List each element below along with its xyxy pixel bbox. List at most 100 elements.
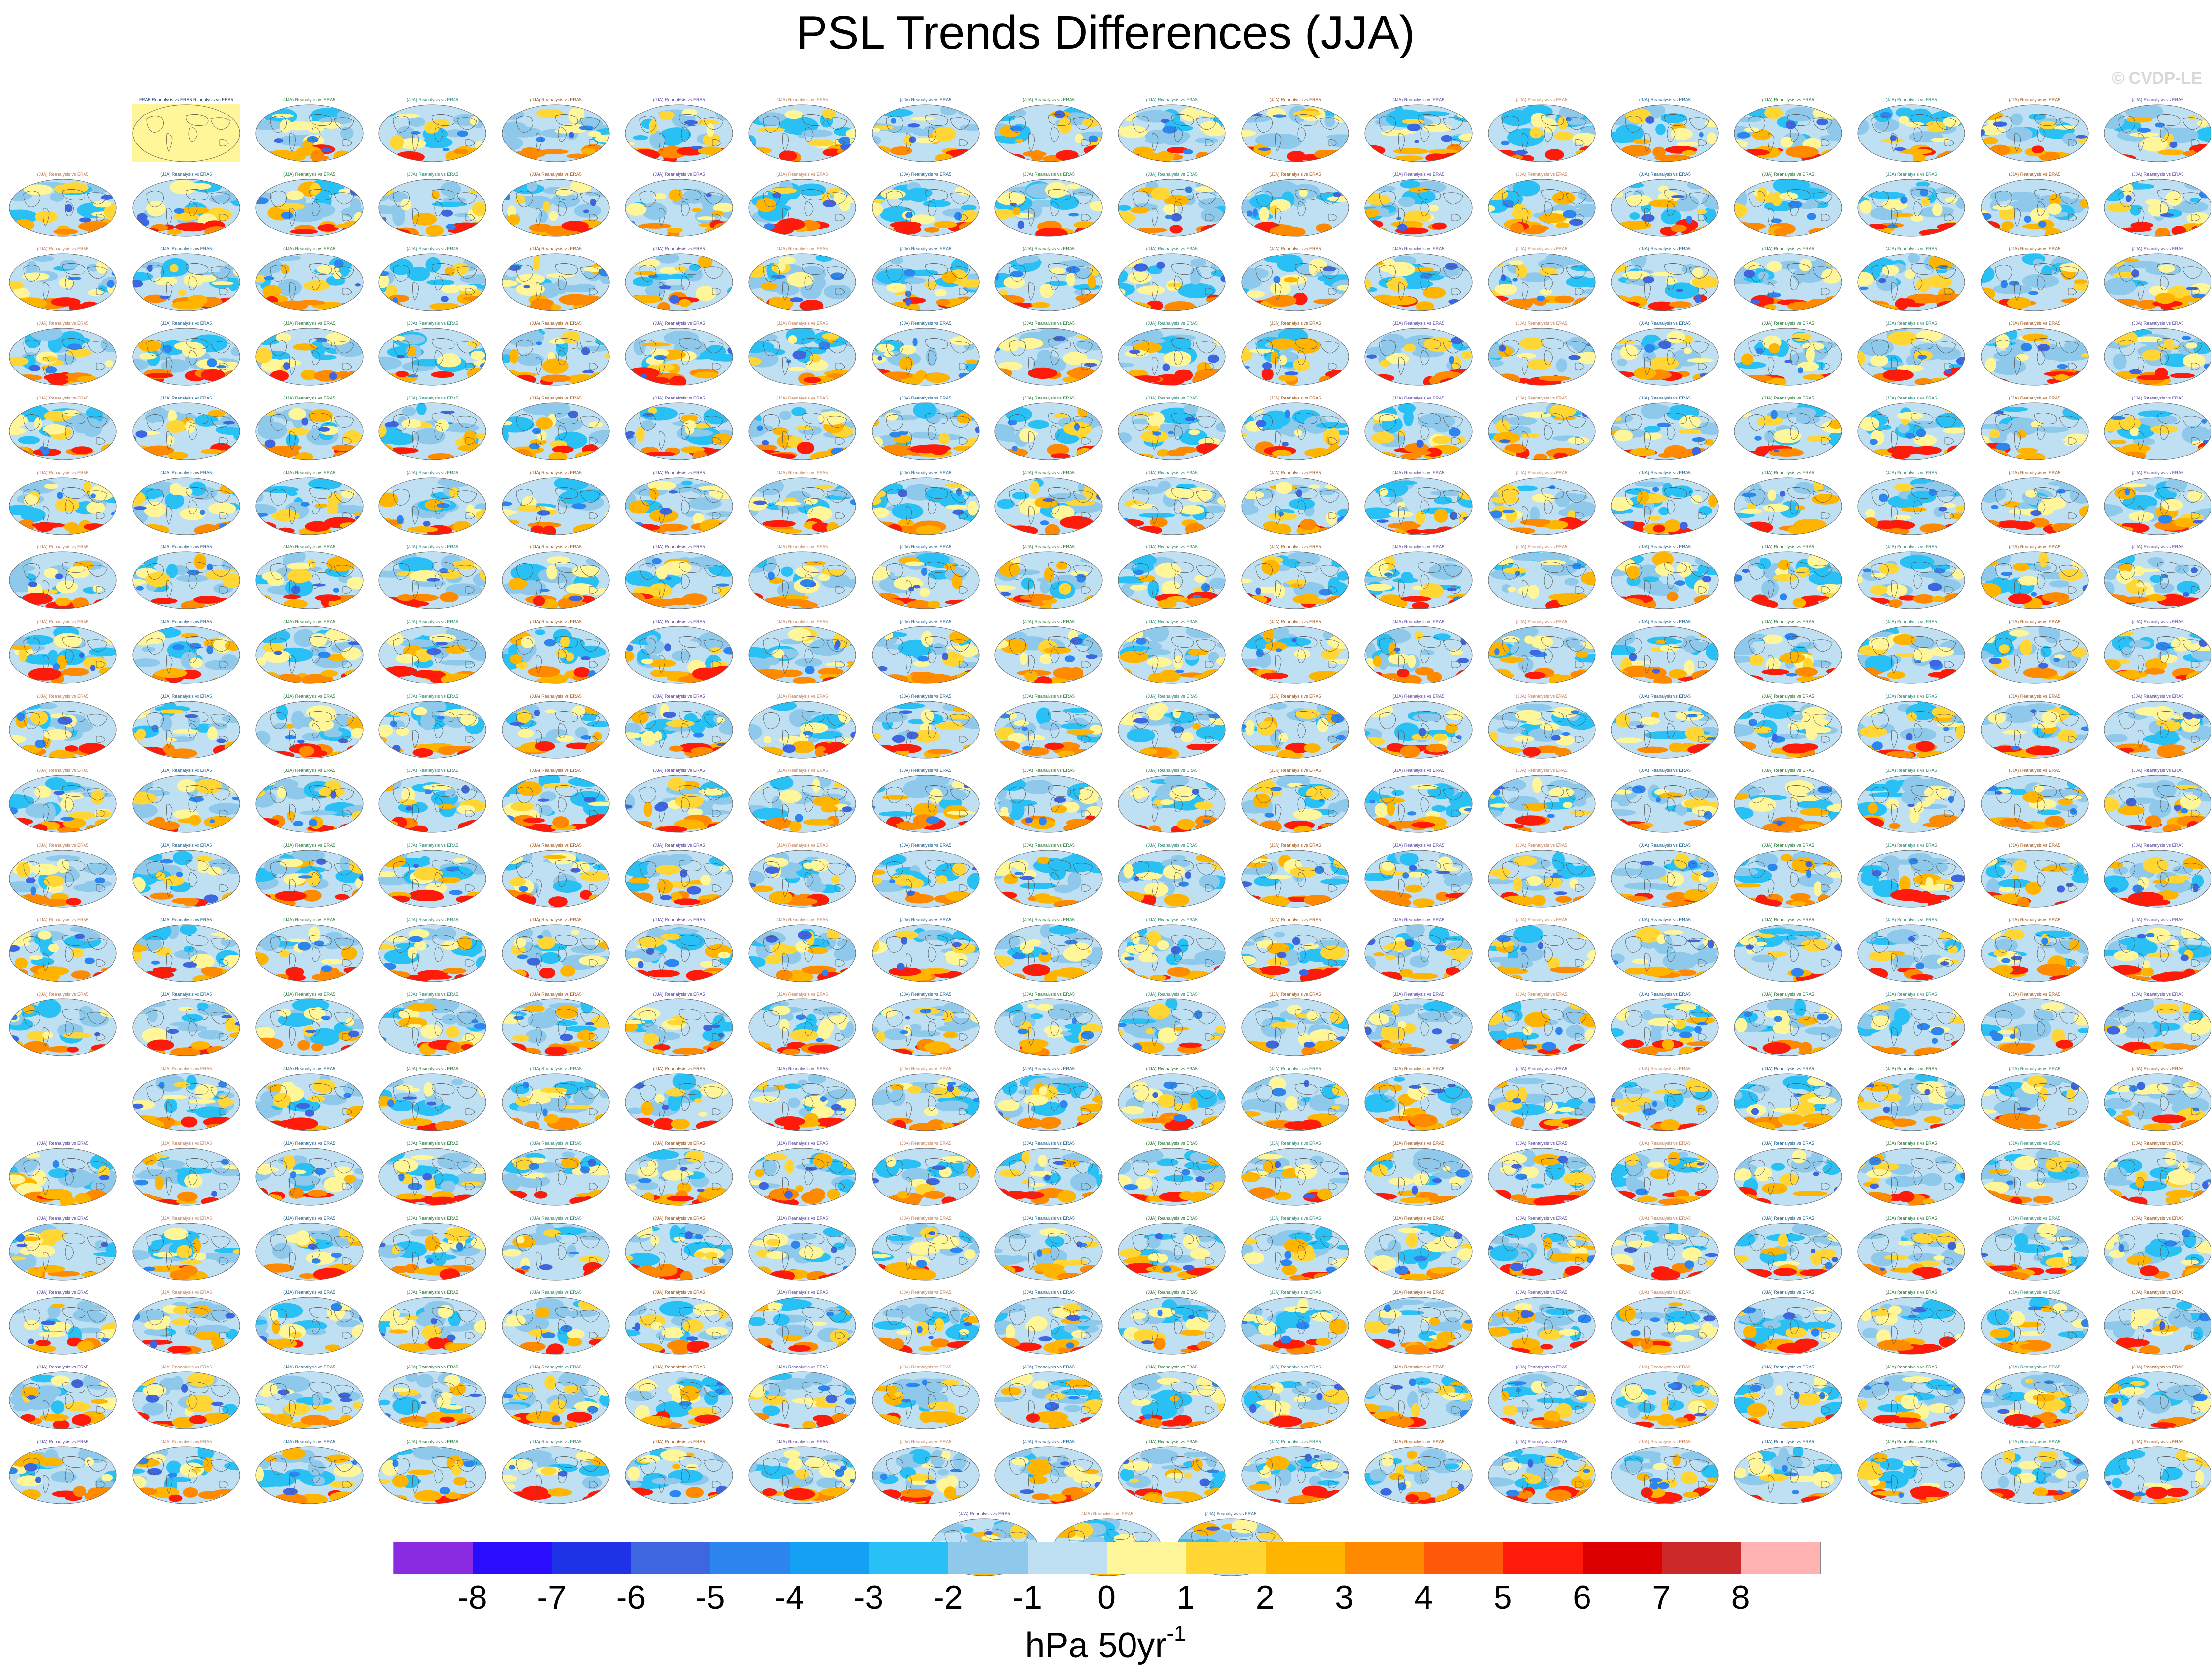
map-panel: (JJA) Reanalysis vs ERA5 bbox=[625, 992, 733, 1056]
map-panel: (JJA) Reanalysis vs ERA5 bbox=[1364, 768, 1473, 833]
world-map-trend-difference bbox=[1734, 179, 1842, 237]
map-panel: (JJA) Reanalysis vs ERA5 bbox=[1857, 1141, 1965, 1206]
map-panel-caption: (JJA) Reanalysis vs ERA5 bbox=[2009, 1215, 2061, 1221]
world-map-trend-difference bbox=[1118, 1297, 1226, 1355]
world-map-trend-difference bbox=[994, 775, 1103, 833]
map-panel-caption: (JJA) Reanalysis vs ERA5 bbox=[160, 321, 212, 326]
map-panel: (JJA) Reanalysis vs ERA5 bbox=[255, 1141, 364, 1206]
map-panel-caption: (JJA) Reanalysis vs ERA5 bbox=[1762, 470, 1814, 475]
world-map-trend-difference bbox=[1241, 1446, 1349, 1504]
world-map-trend-difference bbox=[1981, 924, 2089, 982]
world-map-trend-difference bbox=[748, 1223, 856, 1280]
world-map-trend-difference bbox=[1734, 477, 1842, 535]
map-panel: (JJA) Reanalysis vs ERA5 bbox=[378, 1290, 486, 1355]
map-panel: (JJA) Reanalysis vs ERA5 bbox=[1611, 768, 1719, 833]
world-map-trend-difference bbox=[994, 1446, 1103, 1504]
map-panel: (JJA) Reanalysis vs ERA5 bbox=[502, 1216, 610, 1281]
map-panel: (JJA) Reanalysis vs ERA5 bbox=[625, 1439, 733, 1504]
map-panel: (JJA) Reanalysis vs ERA5 bbox=[255, 619, 364, 684]
map-panel: (JJA) Reanalysis vs ERA5 bbox=[1118, 1216, 1226, 1281]
world-map-trend-difference bbox=[9, 477, 117, 535]
world-map-trend-difference bbox=[9, 626, 117, 684]
world-map-trend-difference bbox=[2104, 701, 2211, 759]
map-panel: (JJA) Reanalysis vs ERA5 bbox=[748, 1066, 856, 1131]
map-panel-caption: (JJA) Reanalysis vs ERA5 bbox=[1885, 470, 1937, 475]
world-map-trend-difference bbox=[994, 1148, 1103, 1206]
map-panel: (JJA) Reanalysis vs ERA5 bbox=[2104, 544, 2211, 609]
map-panel-caption: (JJA) Reanalysis vs ERA5 bbox=[1146, 171, 1198, 177]
world-map-trend-difference bbox=[1857, 1371, 1965, 1429]
map-panel: (JJA) Reanalysis vs ERA5 bbox=[1241, 694, 1349, 759]
map-panel: (JJA) Reanalysis vs ERA5 bbox=[1118, 768, 1226, 833]
map-panel: (JJA) Reanalysis vs ERA5 bbox=[1981, 1066, 2089, 1131]
map-panel: (JJA) Reanalysis vs ERA5 bbox=[1241, 917, 1349, 982]
world-map-trend-difference bbox=[1734, 253, 1842, 311]
world-map-trend-difference bbox=[748, 1446, 856, 1504]
map-panel-caption: (JJA) Reanalysis vs ERA5 bbox=[283, 171, 336, 177]
map-panel: (JJA) Reanalysis vs ERA5 bbox=[9, 246, 117, 311]
map-panel: (JJA) Reanalysis vs ERA5 bbox=[994, 694, 1103, 759]
map-panel: (JJA) Reanalysis vs ERA5 bbox=[1241, 321, 1349, 386]
map-panel-caption: (JJA) Reanalysis vs ERA5 bbox=[530, 1215, 582, 1221]
map-panel-caption: (JJA) Reanalysis vs ERA5 bbox=[653, 1364, 705, 1369]
map-panel-caption: (JJA) Reanalysis vs ERA5 bbox=[1392, 1066, 1445, 1072]
map-panel-caption: ERA5 Reanalysis vs ERA5 Reanalysis vs ER… bbox=[139, 97, 233, 102]
map-panel: (JJA) Reanalysis vs ERA5 bbox=[132, 694, 240, 759]
world-map-trend-difference bbox=[378, 701, 486, 759]
world-map-trend-difference bbox=[1241, 1148, 1349, 1206]
map-panel: (JJA) Reanalysis vs ERA5 bbox=[1857, 1290, 1965, 1355]
map-panel: (JJA) Reanalysis vs ERA5 bbox=[9, 1216, 117, 1281]
map-panel: (JJA) Reanalysis vs ERA5 bbox=[1488, 321, 1596, 386]
map-panel-caption: (JJA) Reanalysis vs ERA5 bbox=[1269, 470, 1321, 475]
map-panel-caption: (JJA) Reanalysis vs ERA5 bbox=[2132, 1439, 2184, 1444]
map-panel: (JJA) Reanalysis vs ERA5 bbox=[1118, 1141, 1226, 1206]
world-map-trend-difference bbox=[1364, 626, 1473, 684]
map-panel-caption: (JJA) Reanalysis vs ERA5 bbox=[653, 470, 705, 475]
world-map-trend-difference bbox=[872, 1073, 980, 1131]
map-panel: (JJA) Reanalysis vs ERA5 bbox=[1241, 1365, 1349, 1429]
map-panel: (JJA) Reanalysis vs ERA5 bbox=[748, 321, 856, 386]
map-panel-caption: (JJA) Reanalysis vs ERA5 bbox=[2009, 619, 2061, 624]
world-map-trend-difference bbox=[1241, 626, 1349, 684]
map-panel: (JJA) Reanalysis vs ERA5 bbox=[255, 1216, 364, 1281]
map-panel: (JJA) Reanalysis vs ERA5 bbox=[378, 917, 486, 982]
colorbar-box bbox=[631, 1542, 711, 1574]
map-panel-caption: (JJA) Reanalysis vs ERA5 bbox=[900, 321, 952, 326]
map-panel-caption: (JJA) Reanalysis vs ERA5 bbox=[2009, 693, 2061, 699]
world-map-trend-difference bbox=[255, 701, 364, 759]
map-panel-caption: (JJA) Reanalysis vs ERA5 bbox=[1392, 470, 1445, 475]
map-panel-caption: (JJA) Reanalysis vs ERA5 bbox=[406, 321, 458, 326]
world-map-trend-difference bbox=[502, 998, 610, 1056]
map-panel-caption: (JJA) Reanalysis vs ERA5 bbox=[1269, 619, 1321, 624]
map-panel: (JJA) Reanalysis vs ERA5 bbox=[872, 917, 980, 982]
map-panel-caption: (JJA) Reanalysis vs ERA5 bbox=[2132, 843, 2184, 848]
world-map-trend-difference bbox=[132, 1371, 240, 1429]
map-panel-caption: (JJA) Reanalysis vs ERA5 bbox=[1885, 1140, 1937, 1146]
map-panel-caption: (JJA) Reanalysis vs ERA5 bbox=[1639, 544, 1691, 550]
world-map-trend-difference bbox=[1364, 850, 1473, 908]
map-panel: (JJA) Reanalysis vs ERA5 bbox=[378, 321, 486, 386]
map-panel-caption: (JJA) Reanalysis vs ERA5 bbox=[37, 321, 89, 326]
world-map-trend-difference bbox=[872, 626, 980, 684]
map-panel: (JJA) Reanalysis vs ERA5 bbox=[1734, 619, 1842, 684]
world-map-trend-difference bbox=[625, 551, 733, 609]
map-panel-caption: (JJA) Reanalysis vs ERA5 bbox=[1269, 97, 1321, 102]
world-map-trend-difference bbox=[748, 626, 856, 684]
map-panel: (JJA) Reanalysis vs ERA5 bbox=[1241, 544, 1349, 609]
map-panel-caption: (JJA) Reanalysis vs ERA5 bbox=[283, 1140, 336, 1146]
map-panel-caption: (JJA) Reanalysis vs ERA5 bbox=[1762, 1215, 1814, 1221]
map-panel-caption: (JJA) Reanalysis vs ERA5 bbox=[37, 992, 89, 997]
map-panel-caption: (JJA) Reanalysis vs ERA5 bbox=[653, 693, 705, 699]
map-panel-caption: (JJA) Reanalysis vs ERA5 bbox=[2009, 246, 2061, 252]
map-panel-caption: (JJA) Reanalysis vs ERA5 bbox=[160, 693, 212, 699]
map-panel: (JJA) Reanalysis vs ERA5 bbox=[994, 544, 1103, 609]
world-map-trend-difference bbox=[872, 924, 980, 982]
map-panel: (JJA) Reanalysis vs ERA5 bbox=[1857, 1066, 1965, 1131]
map-panel: (JJA) Reanalysis vs ERA5 bbox=[1241, 1141, 1349, 1206]
map-panel-caption: (JJA) Reanalysis vs ERA5 bbox=[958, 1511, 1010, 1517]
map-panel-caption: (JJA) Reanalysis vs ERA5 bbox=[160, 768, 212, 773]
world-map-trend-difference bbox=[2104, 998, 2211, 1056]
map-panel: (JJA) Reanalysis vs ERA5 bbox=[255, 843, 364, 908]
map-panel-caption: (JJA) Reanalysis vs ERA5 bbox=[1516, 246, 1568, 252]
map-panel: (JJA) Reanalysis vs ERA5 bbox=[1364, 172, 1473, 237]
